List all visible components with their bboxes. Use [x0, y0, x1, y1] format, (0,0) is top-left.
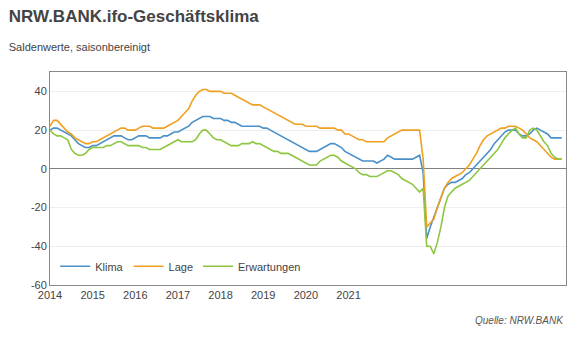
svg-text:2017: 2017: [166, 289, 190, 301]
svg-text:2018: 2018: [208, 289, 232, 301]
svg-text:2016: 2016: [123, 289, 147, 301]
svg-text:2014: 2014: [38, 289, 62, 301]
svg-text:40: 40: [35, 85, 47, 97]
svg-text:Quelle: NRW.BANK: Quelle: NRW.BANK: [475, 315, 564, 326]
svg-text:-40: -40: [31, 240, 47, 252]
svg-text:Lage: Lage: [169, 261, 193, 273]
svg-text:-60: -60: [31, 279, 47, 291]
svg-text:20: 20: [35, 124, 47, 136]
svg-text:2015: 2015: [80, 289, 104, 301]
svg-text:2020: 2020: [294, 289, 318, 301]
svg-text:Saldenwerte, saisonbereinigt: Saldenwerte, saisonbereinigt: [9, 41, 150, 53]
svg-text:2021: 2021: [336, 289, 360, 301]
svg-text:0: 0: [41, 163, 47, 175]
svg-text:-20: -20: [31, 201, 47, 213]
svg-text:2019: 2019: [251, 289, 275, 301]
svg-text:Erwartungen: Erwartungen: [238, 261, 300, 273]
svg-text:Klima: Klima: [95, 261, 123, 273]
svg-text:NRW.BANK.ifo-Geschäftsklima: NRW.BANK.ifo-Geschäftsklima: [9, 7, 260, 26]
